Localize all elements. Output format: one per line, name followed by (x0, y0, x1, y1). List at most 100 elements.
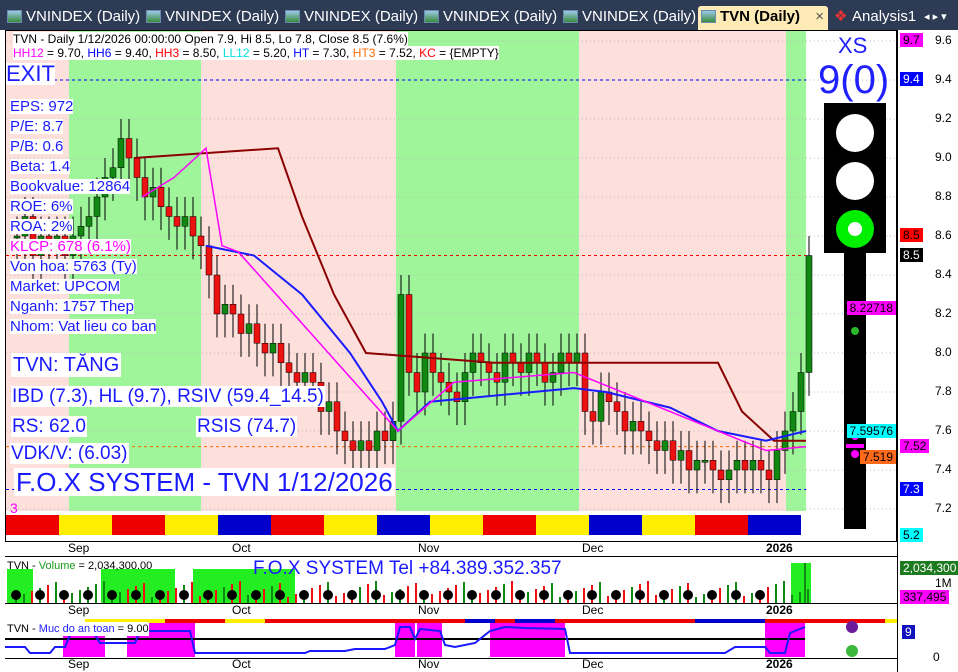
price-tick: 7.6 (935, 423, 952, 437)
exit-label: EXIT (6, 61, 55, 86)
date-tick: 2026 (766, 541, 793, 555)
volume-marker (683, 590, 693, 600)
candle-body (757, 460, 765, 471)
price-level-label: 9.7 (900, 33, 923, 47)
pole-dot-magenta (851, 450, 859, 458)
volume-marker (347, 590, 357, 600)
chart-header: TVN - Daily 1/12/2026 00:00:00 Open 7.9,… (13, 32, 408, 46)
safety-pane[interactable]: TVN - Muc do an toan = 9.00 (5, 619, 897, 659)
candle-body (325, 401, 333, 412)
candle-body (213, 274, 221, 315)
candle-body (797, 372, 805, 412)
volume-symbol: TVN - (7, 560, 39, 572)
tab-vnindex-4[interactable]: VNINDEX (Daily) (421, 6, 557, 30)
candle-body (661, 440, 669, 451)
safety-strip (225, 619, 265, 623)
tab-vnindex-2[interactable]: VNINDEX (Daily) (143, 6, 279, 30)
candle-body (373, 430, 381, 451)
price-level-label: 8.22718 (846, 300, 896, 315)
candle-body (397, 294, 405, 422)
signal-strip-segment (430, 515, 483, 535)
volume-legend: TVN - Volume = 2,034,300.00 (7, 559, 152, 573)
volume-marker (443, 590, 453, 600)
ibd-hl-rsiv-label: IBD (7.3), HL (9.7), RSIV (59.4_14.5) (11, 386, 325, 407)
volume-marker (491, 590, 501, 600)
trend-label: TVN: TĂNG (11, 353, 122, 377)
safety-legend: TVN - Muc do an toan = 9.00 (7, 622, 149, 636)
count-label: 3 (10, 500, 18, 516)
price-tick: 9.6 (935, 33, 952, 47)
magenta-trend-line (141, 146, 807, 452)
candle-body (341, 430, 349, 441)
candle-body (197, 235, 205, 246)
indicator-name: HT3 (352, 46, 376, 60)
candle-body (421, 352, 429, 393)
tab-analysis1[interactable]: ❖ Analysis1 (830, 6, 916, 30)
price-tick: 7.2 (935, 501, 952, 515)
tab-vnindex-1[interactable]: VNINDEX (Daily) (4, 6, 140, 30)
tab-vnindex-3[interactable]: VNINDEX (Daily) (282, 6, 418, 30)
candle-body (549, 372, 557, 383)
candle-body (541, 362, 549, 383)
close-tab-icon[interactable]: × (815, 8, 824, 25)
date-tick: 2026 (766, 603, 793, 617)
tab-scroll-buttons[interactable]: ◂ ▸ ▾ (924, 11, 947, 23)
safety-strip (765, 619, 885, 623)
volume-last-label: 2,034,300 (900, 561, 958, 575)
volume-1m-tick: 1M (935, 576, 952, 590)
volume-marker (179, 590, 189, 600)
volume-value: = 2,034,300.00 (75, 560, 153, 572)
tab-label: VNINDEX (Daily) (165, 8, 280, 25)
volume-pane[interactable]: TVN - Volume = 2,034,300.00 F.O.X SYSTEM… (5, 556, 897, 604)
tab-label: VNINDEX (Daily) (582, 8, 697, 25)
volume-marker (731, 590, 741, 600)
indicator-name: KC (419, 46, 436, 60)
tab-bar: VNINDEX (Daily) VNINDEX (Daily) VNINDEX … (0, 0, 958, 30)
date-tick: Sep (68, 657, 90, 671)
light-middle (836, 162, 874, 200)
price-chart (6, 31, 896, 541)
tab-tvn-daily[interactable]: TVN (Daily) × (698, 6, 828, 30)
rsis-label: RSIS (74.7) (196, 416, 298, 437)
candle-body (205, 245, 213, 276)
klcp-label: KLCP: 678 (6.1%) (10, 238, 131, 255)
candle-body (293, 372, 301, 383)
volume-highlight (7, 569, 33, 603)
fox-system-title: F.O.X SYSTEM - TVN 1/12/2026 (14, 467, 395, 497)
candle-body (461, 372, 469, 402)
candle-body (629, 421, 637, 432)
candle-body (309, 372, 317, 383)
chart-icon (285, 10, 300, 23)
chart-icon (424, 10, 439, 23)
safety-name: Muc do an toan (38, 623, 115, 635)
signal-value: 9(0) (818, 58, 890, 102)
candle-body (509, 352, 517, 363)
volume-marker (227, 590, 237, 600)
candle-body (77, 226, 85, 237)
signal-strip-segment (324, 515, 377, 535)
volume-marker (131, 590, 141, 600)
safety-symbol: TVN - (7, 623, 39, 635)
candle-body (565, 352, 573, 363)
candle-body (277, 343, 285, 363)
candle-body (413, 372, 421, 393)
candle-body (765, 469, 773, 480)
candle-body (773, 450, 781, 480)
candle-body (637, 421, 645, 432)
price-tick: 7.8 (935, 384, 952, 398)
traffic-pole (844, 253, 866, 529)
candle-body (165, 206, 173, 217)
tab-vnindex-5[interactable]: VNINDEX (Daily) (560, 6, 696, 30)
candle-body (349, 440, 357, 451)
signal-strip-segment (748, 515, 801, 535)
date-tick: Oct (232, 657, 251, 671)
price-level-label: 7.3 (900, 481, 923, 496)
volume-marker (35, 590, 45, 600)
safety-value: = 9.00 (114, 623, 149, 635)
price-chart-pane[interactable]: TVN - Daily 1/12/2026 00:00:00 Open 7.9,… (5, 30, 897, 542)
candle-body (613, 401, 621, 412)
safety-strip (465, 619, 495, 623)
candle-body (301, 372, 309, 383)
chart-icon (7, 10, 22, 23)
candle-body (141, 177, 149, 198)
